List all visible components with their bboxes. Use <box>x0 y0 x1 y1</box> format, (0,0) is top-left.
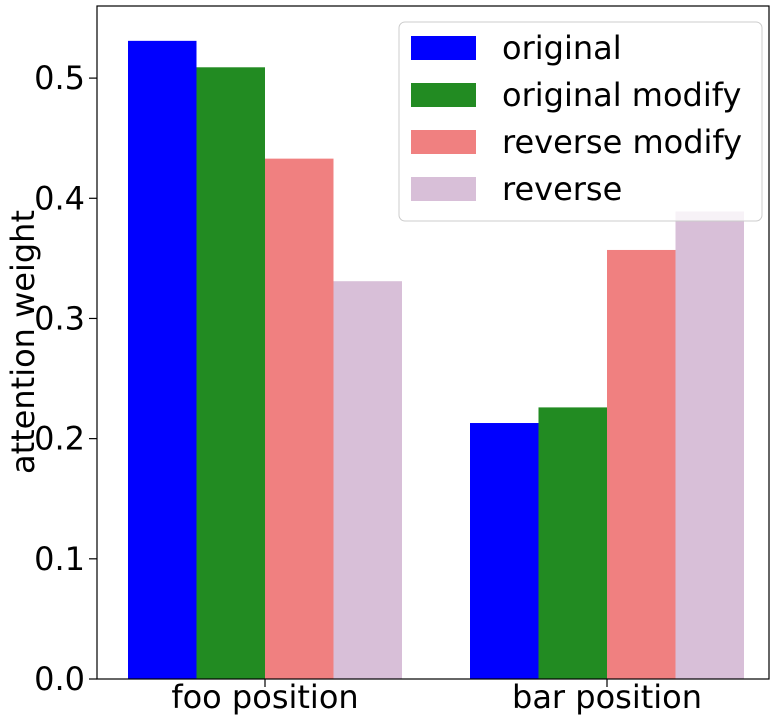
bar-original-0 <box>128 40 197 679</box>
legend-swatch-original-modify <box>411 83 476 107</box>
legend-swatch-reverse-modify <box>411 130 476 154</box>
y-tick-label: 0.1 <box>34 540 85 578</box>
x-tick-label: foo position <box>171 678 358 716</box>
bar-reverse-modify-1 <box>607 249 676 679</box>
legend-label: original modify <box>502 76 741 114</box>
legend-swatch-reverse <box>411 177 476 201</box>
bar-reverse-0 <box>333 281 402 679</box>
bar-original-modify-1 <box>538 407 607 679</box>
y-tick-label: 0.2 <box>34 420 85 458</box>
legend-box <box>398 21 763 222</box>
bar-reverse-modify-0 <box>265 158 334 680</box>
legend-label: reverse <box>502 170 622 208</box>
y-axis-title: attention weight <box>4 210 42 474</box>
y-tick-label: 0.3 <box>34 299 85 337</box>
y-tick-label: 0.0 <box>34 660 85 698</box>
legend-label: reverse modify <box>502 123 742 161</box>
bar-reverse-1 <box>675 211 744 679</box>
bars-group <box>128 40 744 680</box>
legend: original original modify reverse modify rev… <box>398 21 763 222</box>
x-tick-label: bar position <box>512 678 702 716</box>
bar-original-modify-0 <box>196 67 265 679</box>
legend-label: original <box>502 29 622 67</box>
x-axis: foo position bar position <box>171 678 702 716</box>
plot-frame <box>96 5 770 680</box>
y-tick-label: 0.5 <box>34 59 85 97</box>
y-axis: 0.0 0.1 0.2 0.3 0.4 0.5 <box>34 59 97 698</box>
y-tick-label: 0.4 <box>34 179 85 217</box>
bar-original-1 <box>470 423 539 679</box>
legend-swatch-original <box>411 36 476 60</box>
